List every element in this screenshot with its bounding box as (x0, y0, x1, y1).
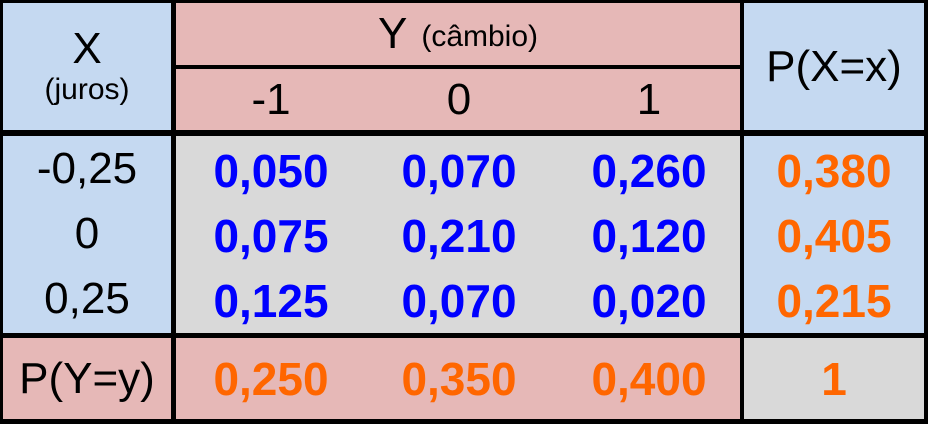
joint-prob-cell: 0,020 (591, 275, 707, 327)
px-title: P(X=x) (766, 41, 902, 91)
x-values-column: -0,25 0 0,25 (3, 136, 171, 333)
y-value: 0 (446, 74, 472, 124)
y-header-cell: Y (câmbio) (176, 3, 740, 65)
joint-prob-cell: 0,260 (591, 145, 707, 197)
y-value: -1 (251, 74, 291, 124)
px-marginal-column: 0,380 0,405 0,215 (744, 136, 924, 333)
px-marginal-value: 0,405 (776, 210, 892, 262)
joint-prob-cell: 0,070 (401, 275, 517, 327)
joint-prob-cell: 0,070 (401, 145, 517, 197)
x-value: 0 (74, 209, 100, 258)
y-subtitle: (câmbio) (421, 20, 539, 53)
joint-prob-cell: 0,125 (213, 275, 329, 327)
joint-prob-cell: 0,120 (591, 210, 707, 262)
py-marginal-value: 0,250 (213, 352, 329, 405)
py-marginal-value: 0,350 (401, 352, 517, 405)
py-marginal-value: 0,400 (591, 352, 707, 405)
py-label: P(Y=y) (19, 353, 155, 403)
x-header-cell: X (juros) (3, 3, 171, 130)
x-subtitle: (juros) (44, 72, 130, 106)
joint-probability-body: 0,050 0,070 0,260 0,075 0,210 0,120 0,12… (176, 136, 740, 333)
total-cell: 1 (744, 338, 924, 419)
px-header-cell: P(X=x) (744, 3, 924, 130)
x-value: -0,25 (36, 144, 138, 193)
x-title: X (72, 23, 102, 73)
py-marginal-row: 0,250 0,350 0,400 (176, 338, 740, 419)
joint-prob-cell: 0,050 (213, 145, 329, 197)
px-marginal-value: 0,380 (776, 145, 892, 197)
y-value: 1 (636, 74, 662, 124)
joint-prob-cell: 0,210 (401, 210, 517, 262)
total-value: 1 (821, 352, 847, 405)
py-label-cell: P(Y=y) (3, 338, 171, 419)
joint-prob-cell: 0,075 (213, 210, 329, 262)
px-marginal-value: 0,215 (776, 275, 892, 327)
y-values-row: -1 0 1 (176, 69, 740, 130)
x-value: 0,25 (44, 274, 130, 323)
y-title: Y (377, 9, 408, 58)
